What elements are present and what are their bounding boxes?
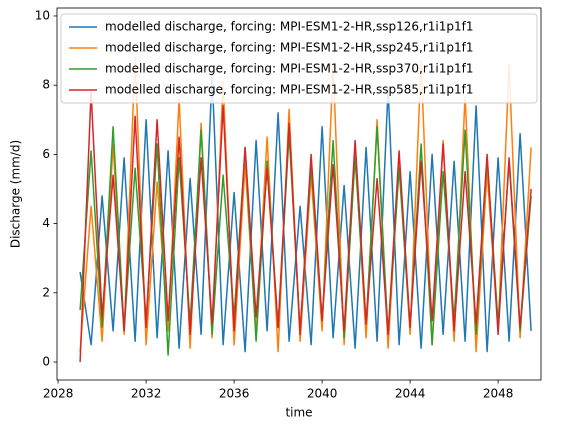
y-tick-label: 6 [42,147,50,161]
y-tick-label: 4 [42,216,50,230]
legend-label: modelled discharge, forcing: MPI-ESM1-2-… [105,20,473,34]
x-tick-label: 2036 [219,387,250,401]
y-tick-label: 8 [42,78,50,92]
x-tick-label: 2048 [483,387,514,401]
series-line [79,91,532,363]
y-tick-label: 10 [35,8,50,22]
x-tick-label: 2044 [395,387,426,401]
legend-box [60,13,538,104]
axes-frame [56,7,542,381]
y-axis-label: Discharge (mm/d) [9,140,23,248]
legend-label: modelled discharge, forcing: MPI-ESM1-2-… [105,62,473,76]
y-tick-label: 0 [42,355,50,369]
x-tick-label: 2032 [131,387,162,401]
x-tick-label: 2040 [307,387,338,401]
legend-label: modelled discharge, forcing: MPI-ESM1-2-… [105,83,473,97]
y-tick-label: 2 [42,285,50,299]
x-tick-label: 2028 [43,387,74,401]
series-line [79,74,532,353]
x-axis-label: time [285,406,312,420]
legend-label: modelled discharge, forcing: MPI-ESM1-2-… [105,41,473,55]
